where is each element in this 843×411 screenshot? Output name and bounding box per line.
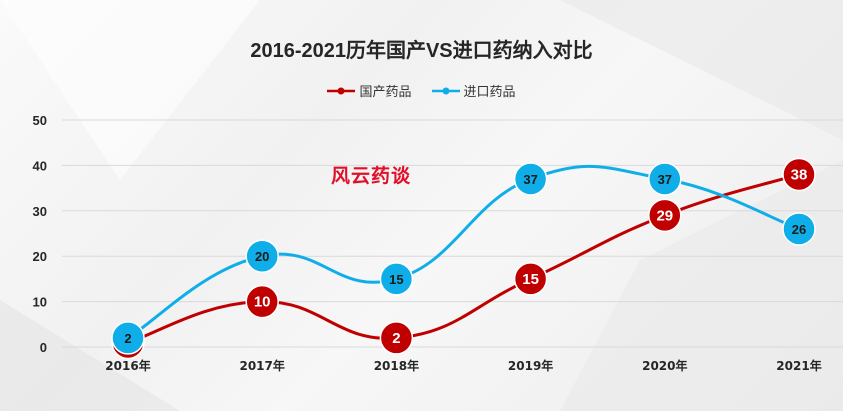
- data-point: [782, 157, 816, 192]
- data-label: 37: [523, 172, 537, 187]
- data-point: [245, 284, 279, 319]
- data-point: [648, 198, 682, 233]
- series-line: [126, 164, 801, 340]
- data-point: [648, 162, 682, 196]
- data-label: 38: [791, 166, 808, 183]
- x-tick-label: 2017年: [239, 358, 284, 373]
- data-label: 26: [792, 222, 806, 237]
- legend-label: 国产药品: [359, 84, 412, 99]
- y-tick-label: 50: [33, 113, 47, 128]
- chart-legend: 国产药品 进口药品: [0, 81, 843, 100]
- x-tick-label: 2016年: [105, 358, 150, 373]
- data-label: 2: [392, 330, 400, 347]
- legend-item-imported[interactable]: 进口药品: [431, 81, 516, 100]
- x-tick-label: 2019年: [508, 358, 553, 373]
- y-tick-label: 30: [33, 204, 47, 219]
- x-tick-label: 2018年: [374, 358, 419, 373]
- chart-title: 2016-2021历年国产VS进口药纳入对比: [250, 40, 593, 62]
- legend-line-marker-icon: [327, 87, 356, 94]
- x-tick-label: 2020年: [642, 358, 687, 373]
- data-point: [111, 321, 145, 355]
- data-point: [513, 162, 548, 196]
- data-label: 15: [522, 271, 539, 288]
- data-label: 37: [658, 172, 672, 187]
- data-point: [513, 262, 548, 296]
- x-tick-label: 2021年: [776, 358, 821, 373]
- data-point: [782, 212, 816, 246]
- y-tick-label: 40: [33, 158, 47, 173]
- legend-label: 进口药品: [463, 84, 516, 99]
- data-label: 15: [389, 272, 403, 287]
- y-tick-label: 0: [40, 340, 47, 355]
- y-tick-label: 10: [33, 295, 47, 310]
- data-label: 10: [254, 294, 271, 311]
- data-label: 20: [255, 249, 269, 264]
- y-tick-label: 20: [33, 249, 47, 264]
- data-point: [379, 321, 414, 355]
- legend-item-domestic[interactable]: 国产药品: [327, 81, 412, 100]
- data-point: [245, 239, 279, 273]
- data-point: [379, 262, 414, 296]
- legend-line-marker-icon: [431, 87, 460, 94]
- watermark-text: 风云药谈: [331, 165, 412, 187]
- data-label: 2: [124, 331, 131, 346]
- series-line: [126, 172, 801, 344]
- data-label: 29: [656, 207, 673, 224]
